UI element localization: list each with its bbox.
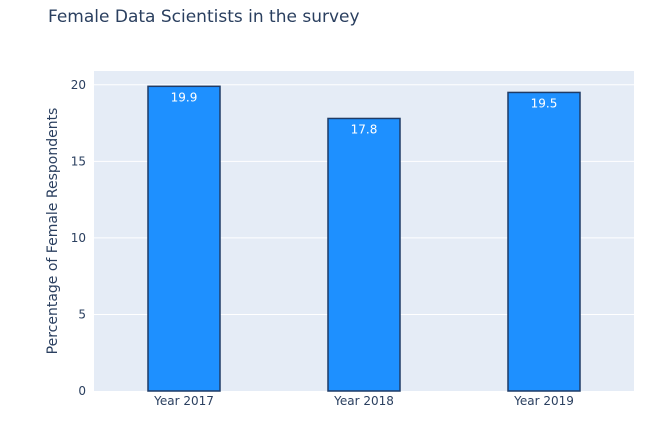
bar: [327, 117, 401, 392]
x-tick-label: Year 2018: [333, 394, 394, 408]
bar-value-label: 19.5: [531, 96, 558, 110]
y-axis-ticks: 0 5 10 15 20: [71, 78, 86, 398]
x-tick-label: Year 2019: [513, 394, 574, 408]
chart-title: Female Data Scientists in the survey: [48, 7, 360, 27]
y-axis-title: Percentage of Female Respondents: [45, 108, 61, 355]
x-axis-ticks: Year 2017 Year 2018 Year 2019: [153, 394, 574, 408]
bar-value-label: 19.9: [171, 90, 198, 104]
bar: [147, 85, 221, 392]
bars: [147, 85, 581, 392]
y-tick-label: 15: [71, 154, 86, 168]
y-tick-label: 10: [71, 231, 86, 245]
bar-value-label: 17.8: [351, 122, 378, 136]
y-tick-label: 20: [71, 78, 86, 92]
y-tick-label: 5: [78, 307, 86, 321]
y-tick-label: 0: [78, 384, 86, 398]
bar-value-labels: 19.9 17.8 19.5: [171, 90, 558, 136]
bar: [507, 91, 581, 392]
x-tick-label: Year 2017: [153, 394, 214, 408]
